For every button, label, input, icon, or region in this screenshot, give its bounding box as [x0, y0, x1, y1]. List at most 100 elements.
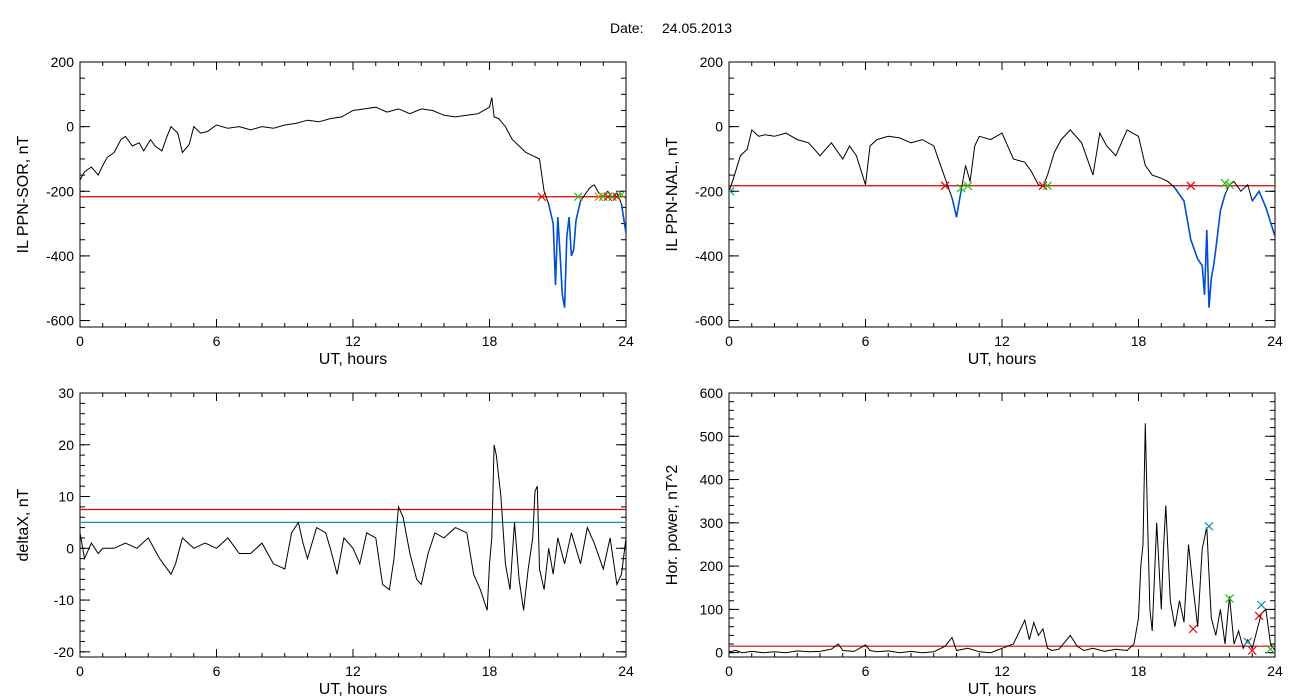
x-tick-label: 0: [76, 663, 84, 679]
event-marker: [612, 192, 622, 202]
event-marker-stroke: [573, 192, 583, 202]
y-tick-label: 0: [66, 119, 74, 135]
x-tick-label: 6: [213, 333, 221, 349]
series-highlight: [547, 200, 582, 308]
y-axis-label: deltaX, nT: [15, 488, 32, 561]
y-tick-label: 500: [700, 428, 724, 444]
x-axis-label: UT, hours: [968, 351, 1036, 368]
x-tick-label: 6: [862, 333, 870, 349]
y-tick-label: -600: [46, 313, 74, 329]
date-value: 24.05.2013: [662, 20, 732, 36]
event-marker-stroke: [1243, 637, 1253, 647]
x-tick-label: 24: [618, 663, 634, 679]
date-label: Date:: [610, 20, 643, 36]
y-tick-label: 600: [700, 385, 724, 401]
event-marker: [956, 183, 966, 193]
x-axis-label: UT, hours: [319, 681, 387, 698]
plot-frame: [79, 392, 627, 658]
y-axis-label: Hor. power, nT^2: [664, 465, 681, 586]
event-marker-stroke: [617, 190, 626, 199]
x-axis-label: UT, hours: [968, 681, 1036, 698]
event-marker-stroke: [1254, 611, 1264, 621]
y-tick-label: -10: [54, 592, 74, 608]
y-tick-label: 200: [700, 558, 724, 574]
y-tick-label: -400: [695, 248, 723, 264]
event-marker: [1204, 521, 1214, 531]
event-marker: [573, 192, 583, 202]
x-tick-label: 6: [213, 663, 221, 679]
y-axis-label: IL PPN-NAL, nT: [664, 137, 681, 251]
x-tick-label: 18: [482, 663, 498, 679]
event-marker-stroke: [1256, 600, 1266, 610]
x-tick-label: 12: [345, 333, 361, 349]
x-tick-label: 0: [76, 333, 84, 349]
y-tick-label: 200: [700, 54, 724, 70]
y-tick-label: 300: [700, 515, 724, 531]
plot-area: [729, 128, 1275, 308]
event-marker: [537, 192, 547, 202]
panel-deltax: 0 6 12 18 24 -20 -10 0 10 20 30 UT, hours deltaX, nT: [15, 385, 634, 698]
series-line: [729, 128, 1275, 308]
panel-il_nal: 0 6 12 18 24 -600 -400 -200 0 200 UT, hours IL PPN-…: [664, 54, 1283, 368]
event-marker: [1254, 611, 1264, 621]
y-tick-label: -400: [46, 248, 74, 264]
x-tick-label: 6: [862, 663, 870, 679]
y-tick-label: 10: [58, 489, 74, 505]
plot-frame: [728, 61, 1276, 328]
event-marker: [1188, 624, 1198, 634]
event-marker-stroke: [956, 183, 966, 193]
series-highlight: [620, 204, 626, 234]
series-line: [80, 444, 626, 611]
event-marker-stroke: [1043, 181, 1052, 191]
event-marker: [1247, 646, 1257, 655]
x-tick-label: 0: [725, 663, 733, 679]
x-tick-label: 18: [482, 333, 498, 349]
event-marker: [729, 186, 735, 196]
event-marker-stroke: [1247, 646, 1257, 655]
event-marker-stroke: [537, 192, 547, 202]
plot-area: [729, 423, 1275, 655]
plot-frame: [728, 392, 1276, 658]
event-marker-stroke: [729, 186, 735, 194]
series-line: [80, 97, 626, 308]
event-marker: [1266, 644, 1275, 654]
y-tick-label: 20: [58, 437, 74, 453]
plot-area: [80, 444, 626, 611]
series-line: [729, 423, 1275, 654]
event-marker: [1186, 181, 1196, 191]
event-marker-stroke: [1225, 180, 1234, 190]
y-tick-label: 200: [51, 54, 75, 70]
x-axis-label: UT, hours: [319, 351, 387, 368]
y-tick-label: 0: [715, 645, 723, 661]
y-tick-label: -600: [695, 313, 723, 329]
event-marker: [1256, 600, 1266, 610]
x-tick-label: 12: [345, 663, 361, 679]
y-tick-label: 100: [700, 601, 724, 617]
x-tick-label: 12: [994, 333, 1010, 349]
panel-il_sor: 0 6 12 18 24 -600 -400 -200 0 200 UT, hours IL PPN-…: [15, 54, 634, 368]
y-tick-label: -200: [46, 183, 74, 199]
series-highlight: [951, 191, 962, 218]
panel-hor_power: 0 6 12 18 24 0 100 200 300 400 500 600 UT, hours Hor.…: [664, 385, 1283, 698]
y-axis-label: IL PPN-SOR, nT: [15, 135, 32, 253]
series-highlight: [1251, 189, 1275, 237]
event-marker: [1225, 180, 1234, 190]
x-tick-label: 12: [994, 663, 1010, 679]
plot-area: [80, 97, 626, 308]
event-marker-stroke: [940, 181, 950, 191]
event-marker: [1243, 637, 1253, 647]
event-marker-stroke: [1186, 181, 1196, 191]
x-tick-label: 0: [725, 333, 733, 349]
y-tick-label: 400: [700, 472, 724, 488]
y-tick-label: 30: [58, 385, 74, 401]
event-marker-stroke: [1220, 178, 1230, 188]
event-marker: [617, 190, 626, 199]
event-marker-stroke: [612, 192, 622, 202]
event-marker: [940, 181, 950, 191]
series-highlight: [1174, 187, 1226, 308]
event-marker: [963, 181, 973, 191]
event-marker-stroke: [1266, 644, 1275, 654]
event-marker-stroke: [1225, 594, 1234, 603]
